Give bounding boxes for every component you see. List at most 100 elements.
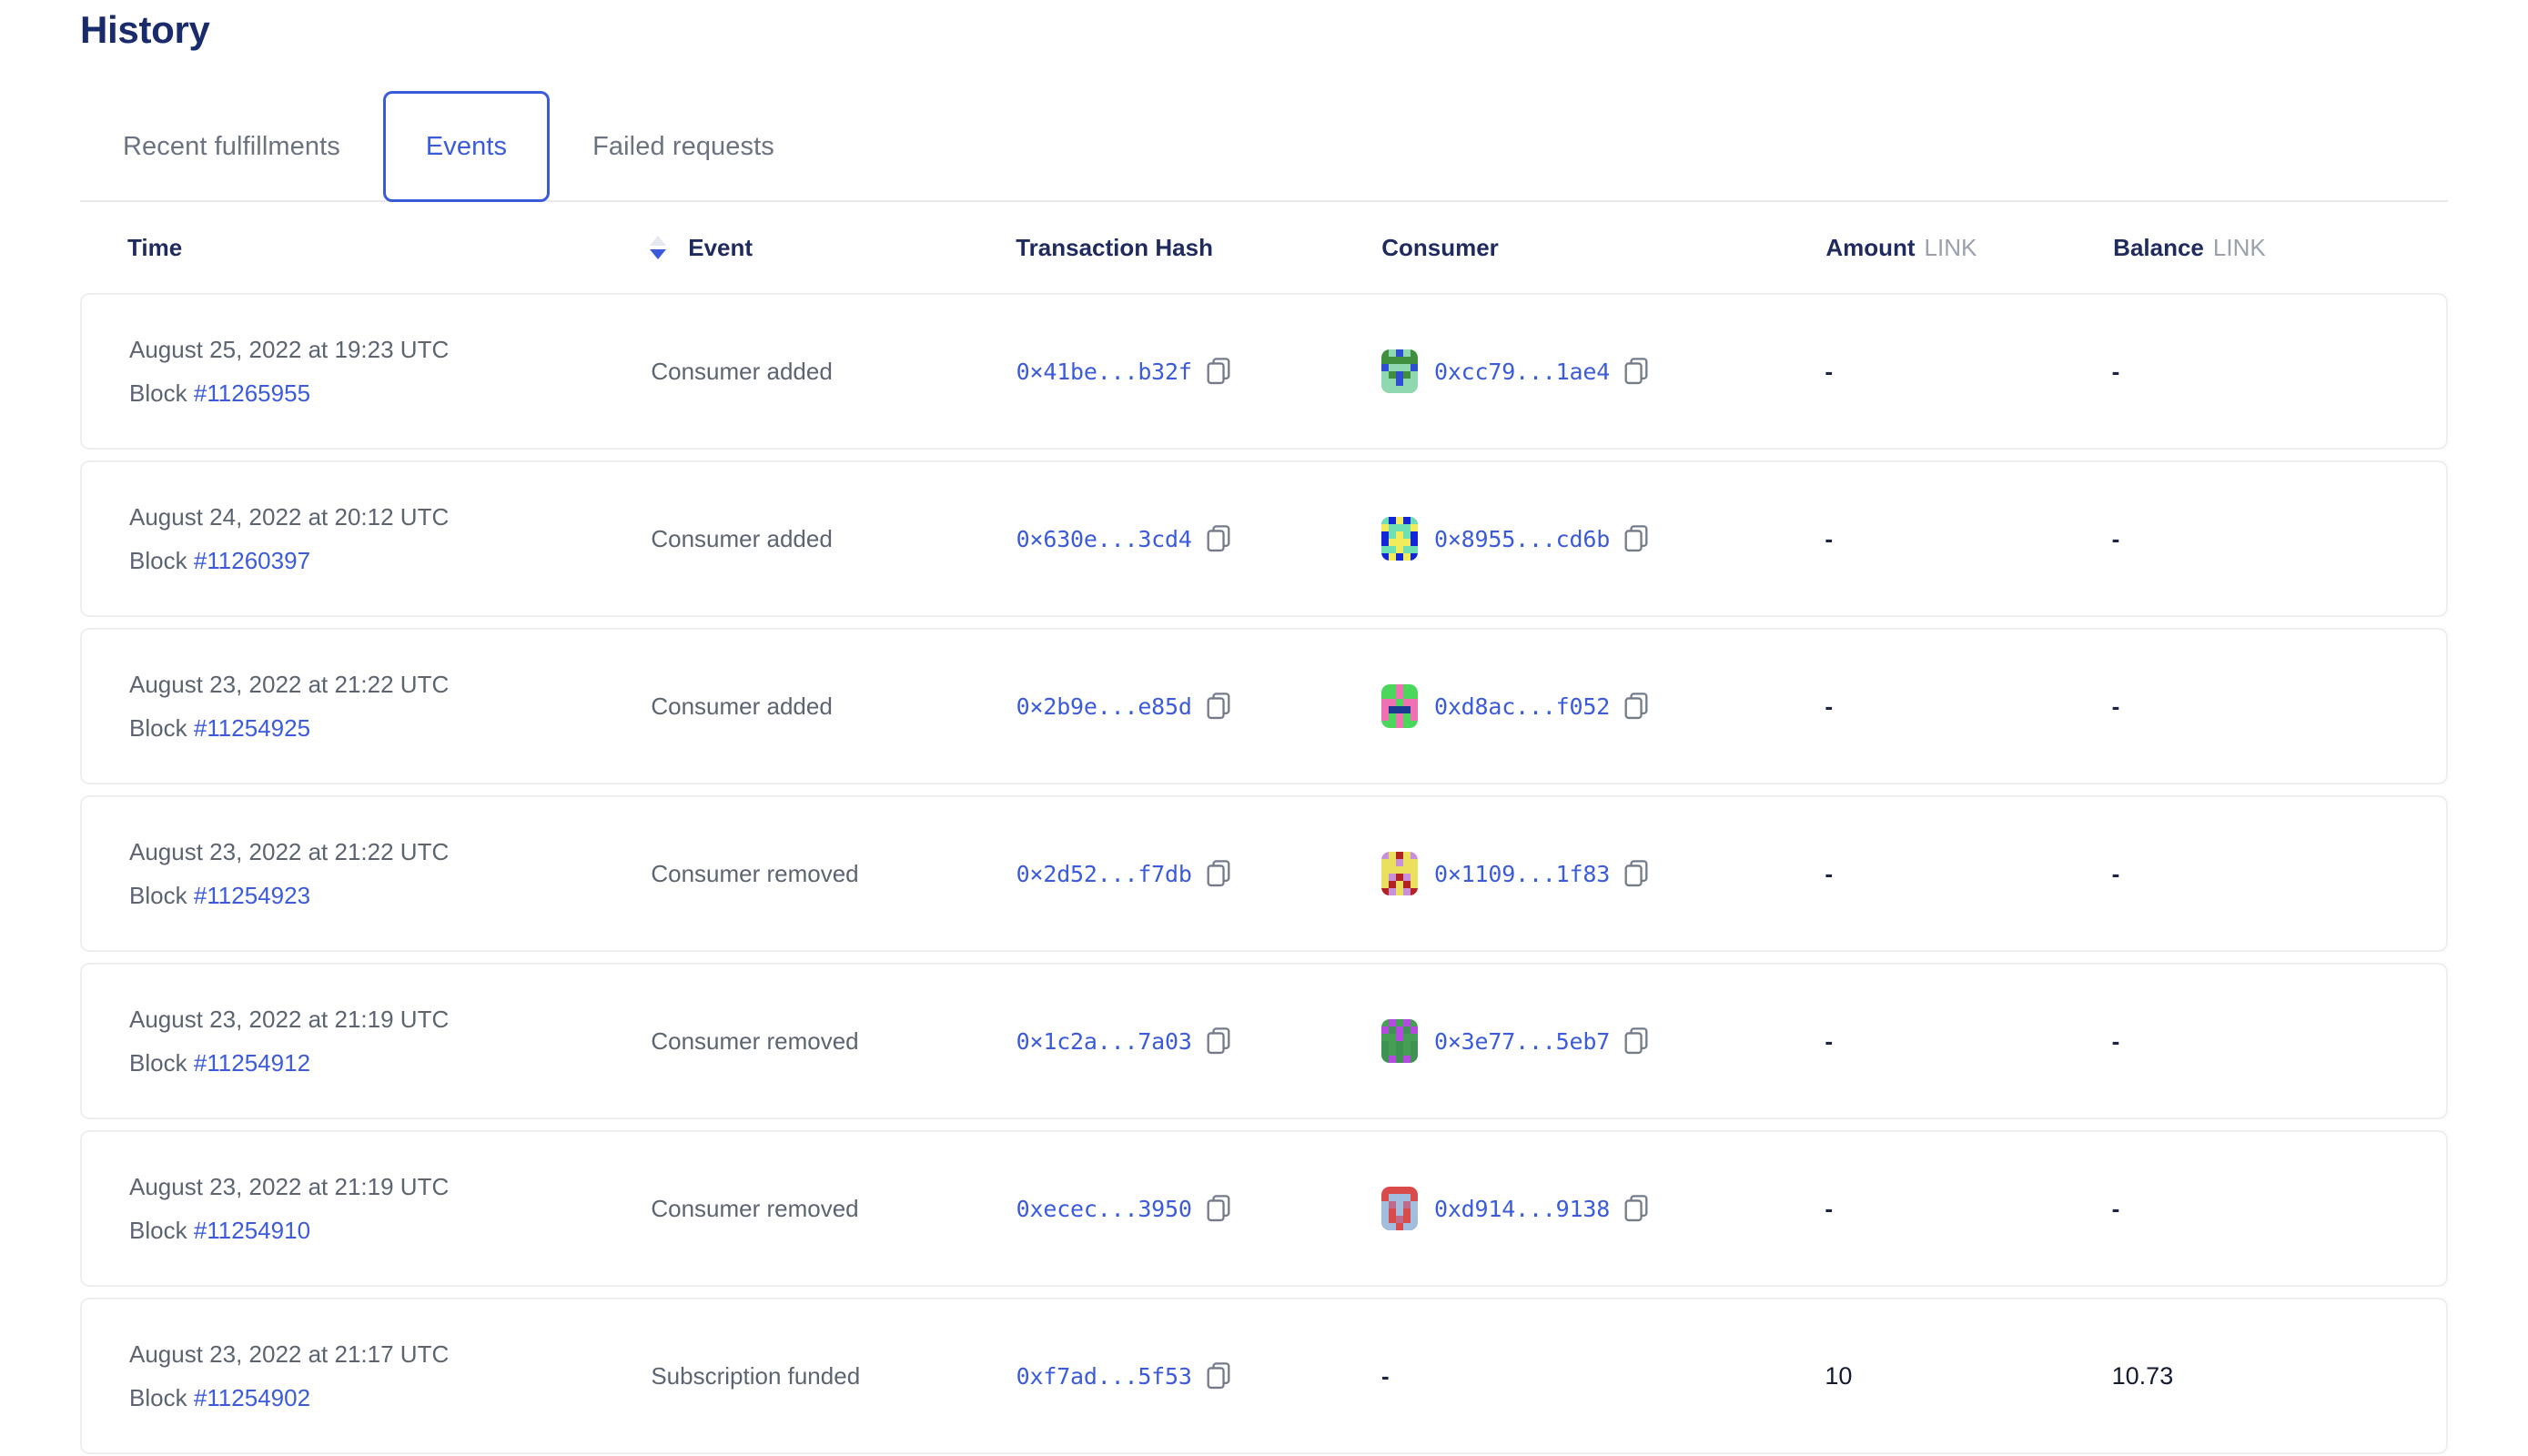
events-table: Time Event Transaction Hash Consumer Amo… [80,202,2448,1455]
block-number: Block #11254912 [129,1051,310,1075]
block-number-link[interactable]: #11254925 [193,714,311,743]
consumer-avatar-icon [1380,1019,1418,1064]
block-number-link[interactable]: #11254910 [193,1217,311,1245]
cell-amount: - [1825,693,2111,721]
column-header-balance-unit: LINK [2212,233,2266,261]
empty-value: - [2111,692,2120,720]
page-title: History [80,8,210,51]
event-timestamp: August 23, 2022 at 21:19 UTC [129,1173,450,1201]
table-row[interactable]: August 23, 2022 at 21:22 UTC Block #11254… [80,628,2448,785]
table-row[interactable]: August 25, 2022 at 19:23 UTC Block #11265… [80,293,2448,450]
transaction-hash-link[interactable]: 0×41be...b32f [1016,358,1192,385]
copy-icon[interactable] [1624,1027,1648,1055]
consumer-avatar-icon [1380,349,1418,394]
block-number-link[interactable]: #11254902 [193,1384,311,1412]
block-label: Block [129,379,194,408]
column-header-amount[interactable]: Amount LINK [1825,234,2113,262]
empty-value: - [2111,1026,2120,1055]
copy-icon[interactable] [1624,860,1648,887]
block-number: Block #11265955 [129,381,310,405]
transaction-hash-link[interactable]: 0×2d52...f7db [1016,860,1192,887]
column-header-label: Transaction Hash [1016,233,1213,261]
transaction-hash-link[interactable]: 0×630e...3cd4 [1016,525,1192,552]
consumer-address-link[interactable]: 0×3e77...5eb7 [1433,1027,1611,1055]
copy-icon[interactable] [1207,860,1230,887]
block-number: Block #11254925 [129,716,310,740]
block-number: Block #11254923 [129,884,310,907]
consumer-identity: 0xd8ac...f052 [1380,684,1648,729]
table-row[interactable]: August 23, 2022 at 21:19 UTC Block #11254… [80,1130,2448,1288]
cell-event: Consumer removed [651,859,859,887]
column-header-time[interactable]: Time [127,234,650,262]
column-header-consumer[interactable]: Consumer [1381,234,1825,262]
column-header-event[interactable]: Event [650,234,1016,262]
consumer-address-link[interactable]: 0×8955...cd6b [1433,525,1611,552]
consumer-avatar-icon [1380,852,1418,896]
cell-event: Consumer added [651,692,833,720]
column-header-transaction-hash[interactable]: Transaction Hash [1016,234,1381,262]
cell-balance: - [2112,860,2399,888]
table-body: August 25, 2022 at 19:23 UTC Block #11265… [80,293,2448,1455]
consumer-avatar-icon [1380,684,1418,729]
block-label: Block [129,1217,194,1245]
table-row[interactable]: August 23, 2022 at 21:17 UTC Block #11254… [80,1298,2448,1455]
tab-label: Failed requests [592,131,774,161]
copy-icon[interactable] [1207,693,1230,720]
cell-consumer: 0xd8ac...f052 [1380,684,1825,729]
cell-event: Consumer added [651,524,833,552]
copy-icon[interactable] [1624,693,1648,720]
copy-icon[interactable] [1207,525,1230,552]
sort-ascending-icon [650,236,667,247]
consumer-identity: 0×8955...cd6b [1380,517,1648,561]
cell-transaction-hash: 0×1c2a...7a03 [1016,1027,1381,1055]
tab-failed-requests[interactable]: Failed requests [550,91,817,202]
consumer-identity: 0×1109...1f83 [1380,852,1648,896]
block-number-link[interactable]: #11254923 [193,882,311,910]
table-row[interactable]: August 23, 2022 at 21:19 UTC Block #11254… [80,963,2448,1120]
transaction-hash-link[interactable]: 0xecec...3950 [1016,1195,1192,1222]
copy-icon[interactable] [1207,1362,1230,1390]
cell-consumer: 0xcc79...1ae4 [1380,349,1825,394]
cell-time: August 23, 2022 at 21:22 UTC Block #11254… [129,672,651,740]
tab-events[interactable]: Events [382,91,551,203]
empty-value: - [2111,859,2120,887]
consumer-address-link[interactable]: 0xd914...9138 [1433,1195,1611,1222]
tab-recent-fulfillments[interactable]: Recent fulfillments [80,91,383,202]
empty-value: - [1825,357,1833,385]
cell-balance: 10.73 [2112,1362,2399,1390]
cell-transaction-hash: 0xf7ad...5f53 [1016,1362,1381,1390]
column-header-label: Event [688,233,753,261]
transaction-hash-link[interactable]: 0×1c2a...7a03 [1016,1027,1192,1055]
table-row[interactable]: August 24, 2022 at 20:12 UTC Block #11260… [80,460,2448,618]
block-number-link[interactable]: #11254912 [193,1049,311,1077]
consumer-address-link[interactable]: 0xcc79...1ae4 [1433,358,1611,385]
copy-icon[interactable] [1624,525,1648,552]
copy-icon[interactable] [1624,358,1648,385]
table-row[interactable]: August 23, 2022 at 21:22 UTC Block #11254… [80,795,2448,953]
column-header-label: Balance [2113,233,2204,261]
block-number: Block #11254910 [129,1218,310,1242]
transaction-hash-link[interactable]: 0×2b9e...e85d [1016,693,1192,720]
copy-icon[interactable] [1207,1195,1230,1222]
block-number: Block #11260397 [129,549,310,572]
copy-icon[interactable] [1207,1027,1230,1055]
balance-value: 10.73 [2111,1361,2174,1390]
block-number-link[interactable]: #11265955 [193,379,311,408]
consumer-address-link[interactable]: 0×1109...1f83 [1433,860,1611,887]
empty-value: - [1825,692,1833,720]
consumer-address-link[interactable]: 0xd8ac...f052 [1433,693,1611,720]
copy-icon[interactable] [1624,1195,1648,1222]
column-header-label: Consumer [1381,233,1499,261]
cell-event: Consumer removed [651,1026,859,1055]
sort-toggle-icon[interactable] [650,236,667,260]
transaction-hash-link[interactable]: 0xf7ad...5f53 [1016,1362,1192,1390]
cell-transaction-hash: 0×630e...3cd4 [1016,525,1381,552]
tab-label: Events [425,131,508,161]
copy-icon[interactable] [1207,358,1230,385]
block-number-link[interactable]: #11260397 [193,547,311,575]
column-header-label: Time [127,233,183,261]
cell-balance: - [2112,1027,2399,1056]
column-header-balance[interactable]: Balance LINK [2113,234,2401,262]
column-header-label: Amount [1825,233,1916,261]
